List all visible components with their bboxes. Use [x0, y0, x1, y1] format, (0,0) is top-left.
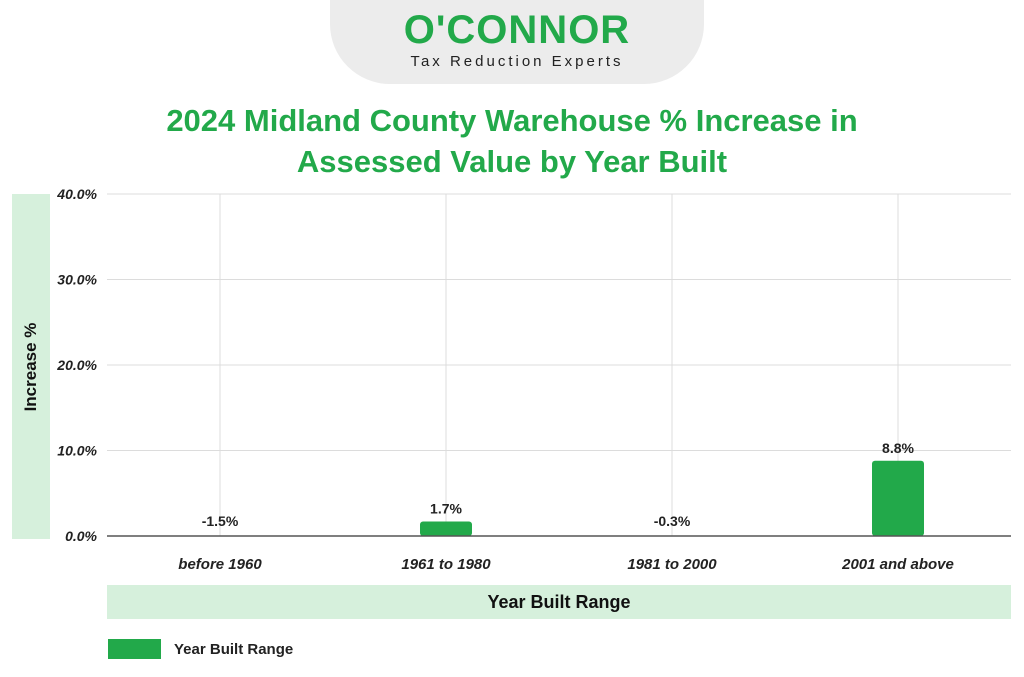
data-label: 1.7% — [430, 500, 462, 516]
brand-logo: O'CONNOR — [403, 8, 631, 52]
data-label: -1.5% — [202, 513, 239, 529]
legend: Year Built Range — [108, 638, 293, 660]
x-tick-label: 1961 to 1980 — [401, 556, 491, 573]
bar — [420, 521, 472, 536]
y-axis-label-band — [12, 194, 50, 539]
chart-title: 2024 Midland County Warehouse % Increase… — [110, 100, 914, 182]
y-tick-label: 30.0% — [57, 272, 97, 288]
x-tick-label: 2001 and above — [841, 556, 954, 573]
bar — [872, 460, 924, 536]
data-label: 8.8% — [882, 440, 914, 456]
logo-banner: O'CONNOR Tax Reduction Experts — [330, 0, 704, 84]
brand-tagline: Tax Reduction Experts — [410, 53, 624, 70]
x-axis-label-band: Year Built Range — [107, 585, 1011, 619]
data-label: -0.3% — [654, 513, 691, 529]
legend-label: Year Built Range — [174, 640, 294, 658]
chart-title-line-2: Assessed Value by Year Built — [296, 144, 728, 179]
y-tick-label: 10.0% — [57, 443, 97, 459]
x-tick-label: 1981 to 2000 — [627, 556, 717, 573]
y-tick-label: 20.0% — [56, 357, 97, 373]
x-tick-label: before 1960 — [178, 556, 262, 573]
y-tick-label: 0.0% — [65, 528, 97, 544]
y-tick-label: 40.0% — [56, 186, 97, 202]
legend-swatch — [108, 639, 161, 659]
chart-title-line-1: 2024 Midland County Warehouse % Increase… — [166, 103, 858, 138]
x-axis-label: Year Built Range — [487, 592, 631, 612]
